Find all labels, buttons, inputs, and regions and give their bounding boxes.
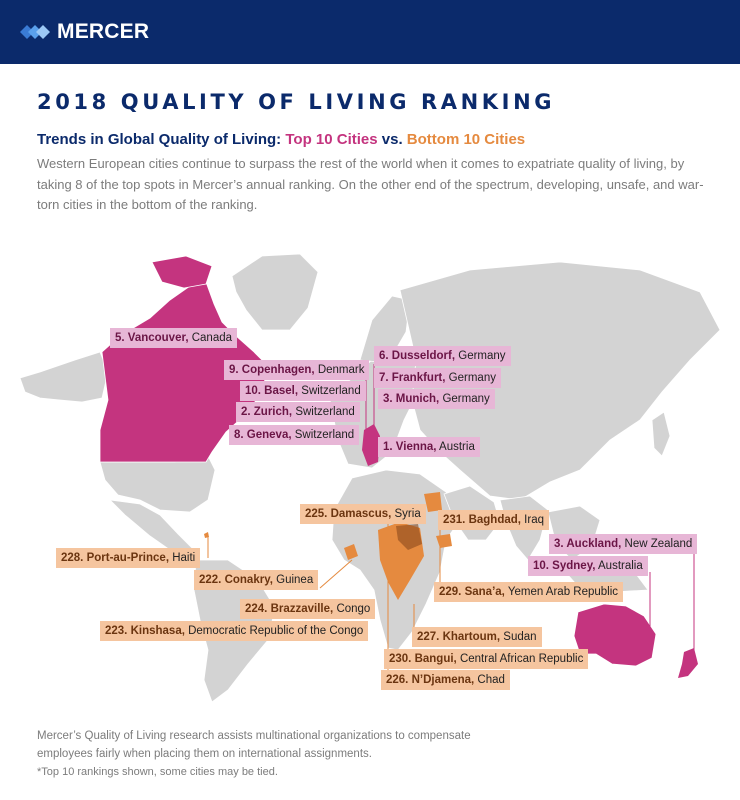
city-label-baghdad[interactable]: 231. Baghdad, Iraq [438, 510, 549, 530]
world-map [19, 253, 721, 703]
city-country: Austria [439, 441, 475, 453]
mercer-logo-icon [20, 25, 50, 39]
city-country: Guinea [276, 574, 314, 586]
city-rank: 224. Brazzaville, [245, 603, 334, 615]
greenland-shape [231, 253, 319, 331]
city-rank: 227. Khartoum, [417, 631, 501, 643]
city-rank: 223. Kinshasa, [105, 625, 185, 637]
city-rank: 225. Damascus, [305, 508, 392, 520]
city-label-conakry[interactable]: 222. Conakry, Guinea [194, 570, 319, 590]
footnote: *Top 10 rankings shown, some cities may … [37, 766, 278, 778]
city-rank: 9. Copenhagen, [229, 364, 315, 376]
city-label-munich[interactable]: 3. Munich, Germany [378, 389, 495, 409]
city-country: Switzerland [294, 429, 355, 441]
city-country: Haiti [172, 552, 196, 564]
alaska-shape [19, 351, 109, 403]
city-country: Sudan [503, 631, 537, 643]
city-label-ndjamena[interactable]: 226. N’Djamena, Chad [381, 670, 510, 690]
city-country: Democratic Republic of the Congo [188, 625, 364, 637]
city-label-dusseldorf[interactable]: 6. Dusseldorf, Germany [374, 346, 511, 366]
city-country: Syria [394, 508, 421, 520]
subtitle-vs: vs. [377, 131, 407, 148]
city-country: Australia [598, 560, 643, 572]
city-label-khartoum[interactable]: 227. Khartoum, Sudan [412, 627, 542, 647]
city-rank: 10. Basel, [245, 385, 299, 397]
page-subtitle: Trends in Global Quality of Living: Top … [37, 131, 525, 148]
city-label-sydney[interactable]: 10. Sydney, Australia [528, 556, 648, 576]
city-country: Central African Republic [459, 653, 584, 665]
city-label-zurich[interactable]: 2. Zurich, Switzerland [236, 402, 360, 422]
city-country: Congo [336, 603, 371, 615]
city-rank: 222. Conakry, [199, 574, 273, 586]
city-label-basel[interactable]: 10. Basel, Switzerland [240, 381, 366, 401]
city-rank: 5. Vancouver, [115, 332, 189, 344]
city-rank: 228. Port-au-Prince, [61, 552, 170, 564]
city-label-sanaa[interactable]: 229. Sana’a, Yemen Arab Republic [434, 582, 624, 602]
intro-paragraph: Western European cities continue to surp… [37, 156, 704, 212]
guinea-highlight [344, 544, 358, 560]
subtitle-top: Top 10 Cities [285, 131, 378, 148]
city-rank: 230. Bangui, [389, 653, 457, 665]
city-label-vancouver[interactable]: 5. Vancouver, Canada [110, 328, 238, 348]
city-country: Germany [458, 350, 506, 362]
city-rank: 6. Dusseldorf, [379, 350, 456, 362]
city-rank: 231. Baghdad, [443, 514, 521, 526]
subtitle-lead: Trends in Global Quality of Living: [37, 131, 286, 148]
city-rank: 3. Munich, [383, 393, 440, 405]
japan-shape [651, 411, 671, 457]
city-label-vienna[interactable]: 1. Vienna, Austria [378, 437, 480, 457]
city-country: Denmark [317, 364, 365, 376]
central-africa-shade [396, 524, 422, 550]
city-rank: 7. Frankfurt, [379, 372, 446, 384]
new-zealand-shape [678, 648, 698, 678]
city-label-kinshasa[interactable]: 223. Kinshasa, Democratic Republic of th… [100, 621, 369, 641]
city-rank: 3. Auckland, [554, 538, 622, 550]
city-label-auckland[interactable]: 3. Auckland, New Zealand [549, 534, 698, 554]
city-country: Germany [448, 372, 496, 384]
city-label-copenhagen[interactable]: 9. Copenhagen, Denmark [224, 360, 370, 380]
city-label-frankfurt[interactable]: 7. Frankfurt, Germany [374, 368, 501, 388]
city-country: Switzerland [295, 406, 355, 418]
city-label-geneva[interactable]: 8. Geneva, Switzerland [229, 425, 360, 445]
brand-name: MERCER [57, 20, 150, 43]
city-label-port-au-prince[interactable]: 228. Port-au-Prince, Haiti [56, 548, 201, 568]
page-title: 2018 QUALITY OF LIVING RANKING [37, 90, 556, 114]
asia-shape [399, 261, 721, 501]
city-country: Chad [477, 674, 505, 686]
city-rank: 8. Geneva, [234, 429, 292, 441]
city-country: New Zealand [624, 538, 693, 550]
iraq-highlight [424, 492, 442, 512]
city-country: Iraq [524, 514, 544, 526]
subtitle-bottom: Bottom 10 Cities [406, 131, 526, 148]
city-country: Yemen Arab Republic [507, 586, 619, 598]
city-label-damascus[interactable]: 225. Damascus, Syria [300, 504, 426, 524]
header-bar: MERCER [0, 0, 740, 64]
city-rank: 10. Sydney, [533, 560, 596, 572]
city-label-brazzaville[interactable]: 224. Brazzaville, Congo [240, 599, 376, 619]
city-country: Canada [191, 332, 233, 344]
brand-logo[interactable]: MERCER [20, 20, 149, 44]
city-rank: 229. Sana’a, [439, 586, 505, 598]
footer-text: Mercer’s Quality of Living research assi… [37, 730, 471, 760]
city-rank: 1. Vienna, [383, 441, 437, 453]
canada-islands-shape [151, 255, 213, 289]
city-country: Switzerland [301, 385, 361, 397]
city-country: Germany [442, 393, 490, 405]
city-rank: 2. Zurich, [241, 406, 293, 418]
city-rank: 226. N’Djamena, [386, 674, 475, 686]
city-label-bangui[interactable]: 230. Bangui, Central African Republic [384, 649, 589, 669]
